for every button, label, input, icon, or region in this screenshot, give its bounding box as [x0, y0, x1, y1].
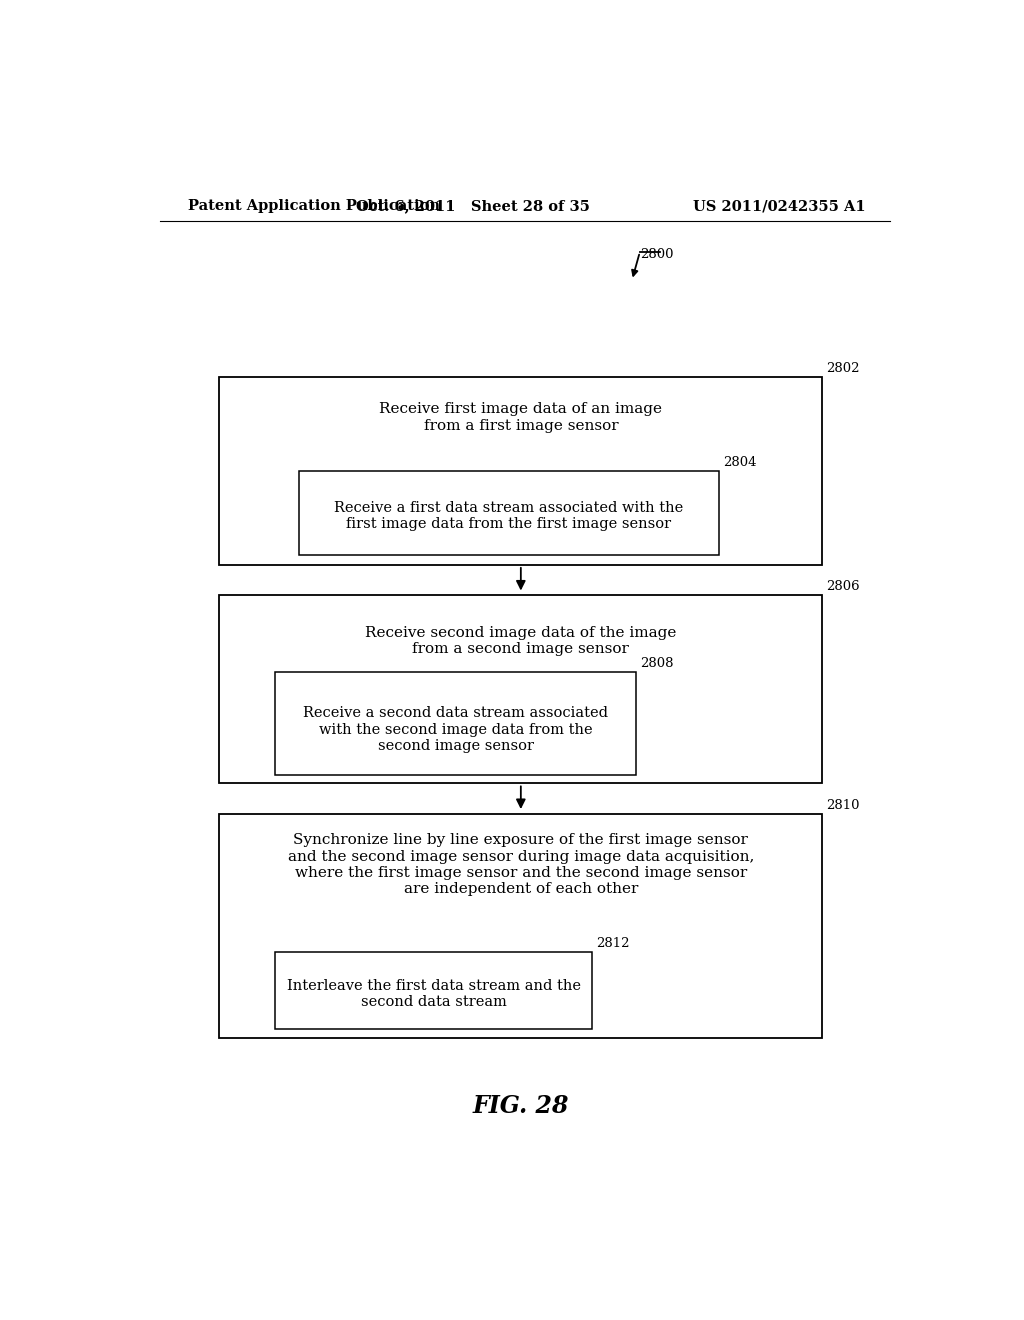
Text: Synchronize line by line exposure of the first image sensor
and the second image: Synchronize line by line exposure of the… [288, 833, 754, 896]
Text: Receive first image data of an image
from a first image sensor: Receive first image data of an image fro… [379, 403, 663, 433]
Bar [274, 672, 636, 775]
Text: Receive second image data of the image
from a second image sensor: Receive second image data of the image f… [366, 626, 677, 656]
Bar [219, 378, 822, 565]
Text: Receive a first data stream associated with the
first image data from the first : Receive a first data stream associated w… [334, 502, 684, 531]
Text: 2810: 2810 [826, 799, 860, 812]
Text: 2802: 2802 [826, 362, 860, 375]
Text: 2808: 2808 [640, 656, 674, 669]
Text: 2804: 2804 [723, 457, 757, 470]
Bar [219, 814, 822, 1038]
Text: US 2011/0242355 A1: US 2011/0242355 A1 [693, 199, 866, 213]
Text: Oct. 6, 2011   Sheet 28 of 35: Oct. 6, 2011 Sheet 28 of 35 [356, 199, 590, 213]
Text: Receive a second data stream associated
with the second image data from the
seco: Receive a second data stream associated … [303, 706, 608, 752]
Text: 2812: 2812 [596, 937, 630, 950]
Bar [219, 595, 822, 784]
Text: Interleave the first data stream and the
second data stream: Interleave the first data stream and the… [287, 979, 581, 1008]
Text: FIG. 28: FIG. 28 [473, 1094, 569, 1118]
Text: 2806: 2806 [826, 581, 860, 594]
Bar [299, 471, 719, 554]
Text: Patent Application Publication: Patent Application Publication [187, 199, 439, 213]
Text: 2800: 2800 [640, 248, 674, 261]
Bar [274, 952, 592, 1030]
